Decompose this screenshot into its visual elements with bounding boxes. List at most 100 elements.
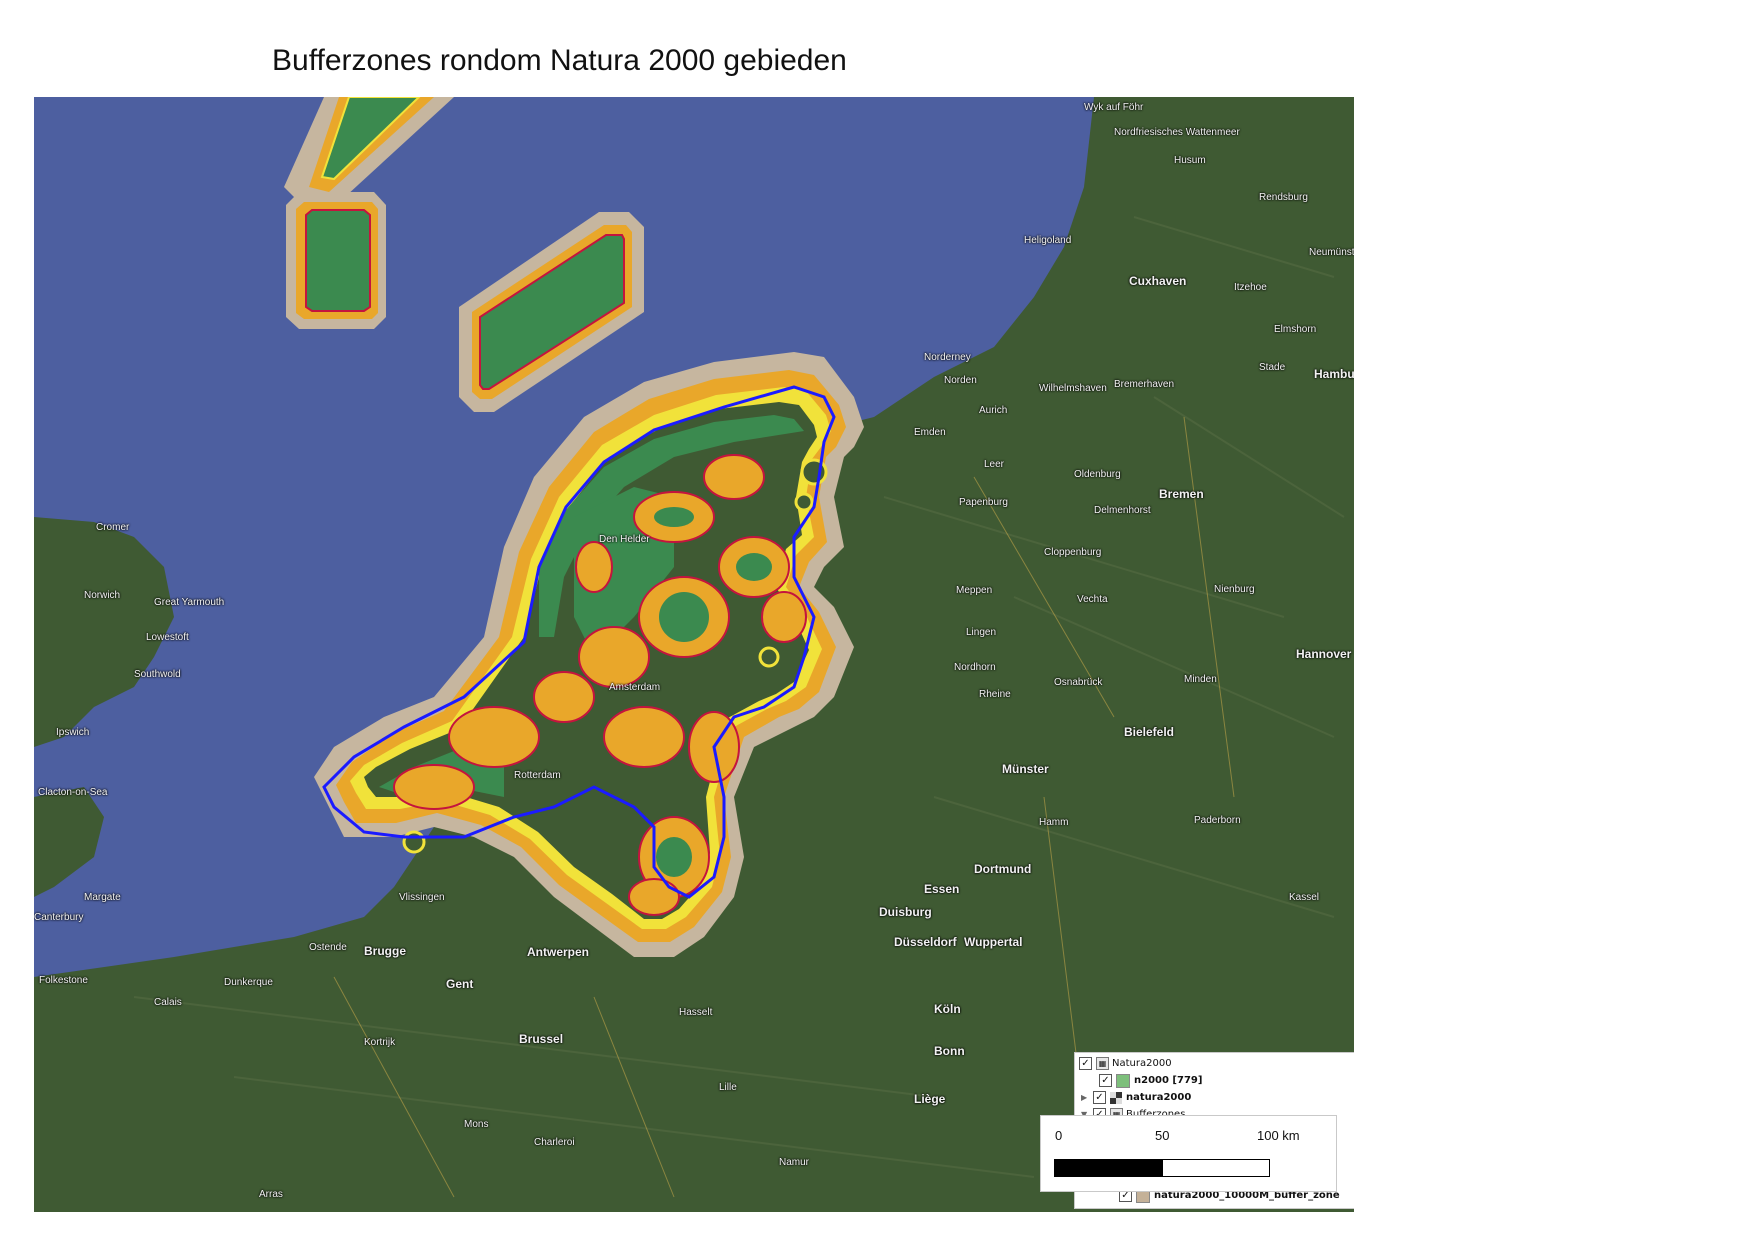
place-label: Papenburg xyxy=(959,497,1008,508)
place-label: Lingen xyxy=(966,627,997,638)
place-label: Dortmund xyxy=(974,862,1032,876)
place-label: Neumünster xyxy=(1309,247,1354,258)
legend-layer-n2000[interactable]: ✓ n2000 [779] xyxy=(1099,1073,1202,1088)
place-label: Cuxhaven xyxy=(1129,274,1187,288)
place-label: Itzehoe xyxy=(1234,282,1267,293)
place-label: Cromer xyxy=(96,522,130,533)
scale-bar: 0 50 100 km xyxy=(1040,1115,1337,1192)
place-label: Den Helder xyxy=(599,534,650,545)
group-icon: ▦ xyxy=(1096,1057,1109,1070)
place-label: Southwold xyxy=(134,669,181,680)
legend-layer-natura2000[interactable]: ▶ ✓ natura2000 xyxy=(1081,1090,1191,1105)
place-label: Bremerhaven xyxy=(1114,379,1175,390)
place-label: Essen xyxy=(924,882,960,896)
map-title: Bufferzones rondom Natura 2000 gebieden xyxy=(272,44,847,77)
place-label: Bonn xyxy=(934,1044,965,1058)
place-label: Cloppenburg xyxy=(1044,547,1102,558)
place-label: Amsterdam xyxy=(609,682,661,693)
collapse-arrow-icon[interactable]: ▼ xyxy=(1081,1110,1091,1119)
place-label: Vlissingen xyxy=(399,892,445,903)
scale-label-0: 0 xyxy=(1055,1128,1063,1143)
place-label: Elmshorn xyxy=(1274,324,1317,335)
place-label: Folkestone xyxy=(39,975,88,986)
place-label: Wilhelmshaven xyxy=(1039,383,1107,394)
place-label: Ostende xyxy=(309,942,347,953)
place-label: Düsseldorf xyxy=(894,935,957,949)
place-label: Köln xyxy=(934,1002,961,1016)
place-label: Bielefeld xyxy=(1124,725,1175,739)
raster-layer-icon xyxy=(1110,1091,1122,1104)
place-label: Charleroi xyxy=(534,1137,575,1148)
place-label: Minden xyxy=(1184,674,1217,685)
place-label: Heligoland xyxy=(1024,235,1072,246)
place-label: Norwich xyxy=(84,590,121,601)
legend-label: Bufferzones xyxy=(1126,1109,1185,1120)
legend-label: natura2000_10000M_buffer_zone xyxy=(1154,1190,1340,1201)
place-label: Wuppertal xyxy=(964,935,1023,949)
legend-label: n2000 [779] xyxy=(1134,1075,1203,1086)
place-label: Arras xyxy=(259,1189,283,1200)
scale-label-50: 50 xyxy=(1155,1128,1170,1143)
map-canvas[interactable]: Wyk auf Föhr Nordfriesisches Wattenmeer … xyxy=(34,97,1354,1212)
place-label: Nordhorn xyxy=(954,662,996,673)
legend-group-natura2000[interactable]: ✓ ▦ Natura2000 xyxy=(1079,1056,1172,1071)
place-label: Hasselt xyxy=(679,1007,713,1018)
place-label: Hannover xyxy=(1296,647,1352,661)
place-label: Ipswich xyxy=(56,727,90,738)
offshore-area-north xyxy=(284,97,454,207)
place-label: Münster xyxy=(1002,762,1049,776)
place-label: Antwerpen xyxy=(527,945,590,959)
place-label: Calais xyxy=(154,997,182,1008)
scale-bar-segment-black xyxy=(1054,1159,1163,1177)
checkbox[interactable]: ✓ xyxy=(1099,1074,1112,1087)
checkbox[interactable]: ✓ xyxy=(1079,1057,1092,1070)
place-label: Emden xyxy=(914,427,946,438)
place-label: Gent xyxy=(446,977,474,991)
offshore-area-center xyxy=(286,192,386,329)
place-label: Hamm xyxy=(1039,817,1069,828)
place-label: Rendsburg xyxy=(1259,192,1308,203)
expand-arrow-icon[interactable]: ▶ xyxy=(1081,1093,1088,1102)
legend-label: natura2000 xyxy=(1126,1092,1192,1103)
place-label: Norderney xyxy=(924,352,971,363)
place-label: Vechta xyxy=(1077,594,1108,605)
place-label: Norden xyxy=(944,375,977,386)
place-label: Meppen xyxy=(956,585,993,596)
place-label: Bremen xyxy=(1159,487,1204,501)
place-label: Stade xyxy=(1259,362,1286,373)
place-label: Hamburg xyxy=(1314,367,1354,381)
swatch-n2000 xyxy=(1116,1073,1130,1088)
place-label: Namur xyxy=(779,1157,810,1168)
place-label: Lowestoft xyxy=(146,632,189,643)
checkbox[interactable]: ✓ xyxy=(1093,1091,1106,1104)
place-label: Rotterdam xyxy=(514,770,561,781)
place-label: Dunkerque xyxy=(224,977,273,988)
legend-label: Natura2000 xyxy=(1112,1058,1172,1069)
map-layer xyxy=(34,97,1354,1212)
place-label: Aurich xyxy=(979,405,1008,416)
place-label: Kortrijk xyxy=(364,1037,396,1048)
place-label: Liège xyxy=(914,1092,946,1106)
place-label: Brugge xyxy=(364,944,406,958)
place-label: Canterbury xyxy=(34,912,84,923)
scale-label-100: 100 km xyxy=(1257,1128,1300,1143)
place-label: Wyk auf Föhr xyxy=(1084,102,1144,113)
place-label: Delmenhorst xyxy=(1094,505,1151,516)
place-label: Nienburg xyxy=(1214,584,1255,595)
place-label: Husum xyxy=(1174,155,1206,166)
place-label: Rheine xyxy=(979,689,1011,700)
place-label: Osnabrück xyxy=(1054,677,1103,688)
place-label: Clacton-on-Sea xyxy=(38,787,108,798)
place-label: Great Yarmouth xyxy=(154,597,225,608)
place-label: Mons xyxy=(464,1119,489,1130)
place-label: Leer xyxy=(984,459,1005,470)
offshore-area-east xyxy=(459,212,644,412)
place-label: Lille xyxy=(719,1082,737,1093)
place-label: Kassel xyxy=(1289,892,1320,903)
place-label: Brussel xyxy=(519,1032,564,1046)
place-label: Oldenburg xyxy=(1074,469,1121,480)
place-label: Paderborn xyxy=(1194,815,1241,826)
place-label: Margate xyxy=(84,892,121,903)
place-label: Nordfriesisches Wattenmeer xyxy=(1114,127,1240,138)
place-label: Duisburg xyxy=(879,905,932,919)
